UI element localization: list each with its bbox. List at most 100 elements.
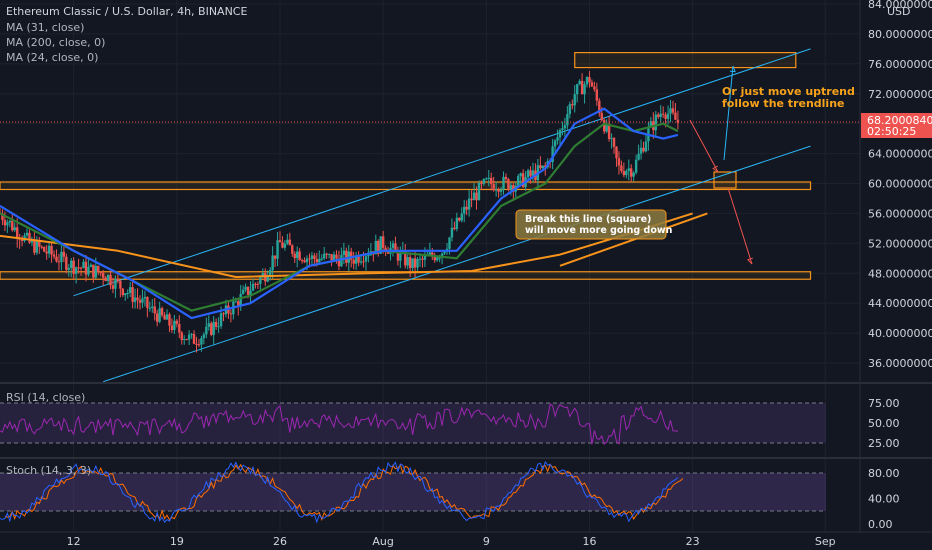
candle-body-177 (433, 256, 436, 261)
price-tick-12: 36.0000000 (868, 357, 932, 370)
candle-body-106 (259, 277, 262, 284)
candle-body-143 (350, 251, 353, 260)
uptrend-note-line2[interactable]: follow the trendline (722, 97, 845, 110)
candle-body-127 (310, 255, 314, 259)
candle-body-220 (539, 165, 542, 169)
candle-body-69 (168, 314, 171, 326)
candle-body-31 (74, 267, 78, 274)
currency-label[interactable]: USD (887, 5, 911, 18)
rsi-tick-1: 50.00 (868, 417, 900, 430)
current-price-tag[interactable] (861, 113, 932, 138)
candle-body-153 (374, 241, 377, 255)
candle-body-81 (197, 344, 201, 346)
candle-body-166 (406, 257, 409, 266)
candle-body-129 (315, 258, 319, 263)
candle-body-124 (303, 260, 306, 263)
price-tick-9: 48.0000000 (868, 267, 932, 280)
stoch-tick-0: 80.00 (868, 467, 900, 480)
price-axis[interactable]: 84.0000000 80.0000000 76.0000000 72.0000000… (868, 0, 932, 370)
time-tick-6: 23 (686, 535, 700, 548)
candle-body-37 (89, 264, 93, 267)
candle-body-56 (136, 297, 139, 301)
candle-body-207 (507, 179, 510, 190)
uptrend-note-line1[interactable]: Or just move uptrend (722, 85, 855, 98)
candle-body-163 (399, 252, 402, 261)
time-axis[interactable]: 12 19 26 Aug 9 16 23 Sep (67, 535, 836, 548)
candle-body-126 (308, 258, 311, 260)
candle-body-187 (458, 217, 461, 221)
candle-body-208 (509, 185, 513, 190)
current-price: 68.2000840 (867, 114, 932, 127)
rsi-label[interactable]: RSI (14, close) (6, 391, 85, 404)
ma200-label[interactable]: MA (200, close, 0) (6, 36, 105, 49)
candle-body-88 (214, 321, 218, 327)
candle-body-274 (671, 108, 675, 113)
arrow-down-2-head (746, 257, 754, 265)
ma31-label[interactable]: MA (31, close) (6, 21, 84, 34)
candle-body-134 (327, 254, 331, 256)
candle-body-2 (3, 220, 7, 226)
candle-body-178 (435, 257, 439, 261)
candle-body-72 (175, 320, 179, 324)
arrow-up-head (729, 65, 736, 73)
oscillator-axis[interactable]: 75.00 50.00 25.00 80.00 40.00 0.00 (868, 397, 900, 531)
candle-body-133 (325, 253, 328, 255)
candle-body-7 (15, 227, 19, 239)
candle-body-268 (657, 114, 660, 117)
stoch-tick-1: 40.00 (868, 492, 900, 505)
candle-body-222 (544, 165, 547, 168)
candle-body-111 (271, 255, 274, 271)
candle-body-39 (94, 265, 97, 278)
candle-body-169 (413, 258, 417, 268)
candle-body-4 (8, 220, 12, 223)
candle-body-190 (465, 206, 468, 210)
candle-body-188 (460, 213, 463, 221)
break-note-line1: Break this line (square) (525, 214, 651, 225)
candle-body-185 (453, 227, 456, 229)
candle-body-132 (323, 253, 326, 259)
break-note-box[interactable] (515, 209, 667, 240)
candle-body-209 (512, 185, 515, 192)
symbol-title[interactable]: Ethereum Classic / U.S. Dollar, 4h, BINA… (6, 5, 247, 18)
candle-body-122 (298, 251, 301, 261)
candle-body-76 (185, 339, 188, 341)
candle-body-136 (332, 254, 336, 262)
candle-body-83 (202, 334, 206, 339)
arrow-down-1-head (712, 165, 719, 173)
candle-body-101 (246, 286, 250, 295)
candle-body-104 (254, 283, 257, 285)
rsi-band (0, 403, 826, 443)
candle-body-71 (173, 320, 176, 331)
break-note-line2: will move more going down (525, 225, 673, 236)
candle-body-123 (300, 260, 304, 262)
candle-body-74 (180, 332, 183, 340)
time-tick-0: 12 (67, 535, 81, 548)
time-tick-2: 26 (273, 535, 287, 548)
candle-body-27 (65, 256, 68, 270)
candle-body-195 (477, 183, 481, 201)
candle-body-26 (62, 251, 66, 257)
candle-body-34 (82, 261, 85, 269)
candle-body-275 (674, 112, 677, 120)
candle-body-201 (492, 183, 495, 191)
candle-body-260 (637, 153, 640, 160)
stoch-label[interactable]: Stoch (14, 3, 3) (6, 464, 91, 477)
candle-body-28 (67, 267, 70, 270)
candle-body-238 (583, 84, 586, 95)
ma24-label[interactable]: MA (24, close, 0) (6, 51, 98, 64)
candle-body-50 (121, 288, 125, 296)
candle-body-262 (642, 147, 645, 152)
candle-body-114 (278, 240, 282, 243)
candle-body-167 (408, 257, 412, 269)
candle-body-271 (664, 114, 667, 119)
candle-body-146 (357, 255, 360, 263)
candle-body-230 (563, 125, 567, 129)
candle-body-52 (126, 292, 129, 294)
candle-body-100 (244, 286, 247, 290)
candle-body-42 (101, 272, 105, 278)
candle-body-254 (622, 171, 626, 176)
candle-body-236 (578, 80, 581, 85)
candle-body-156 (381, 236, 385, 248)
